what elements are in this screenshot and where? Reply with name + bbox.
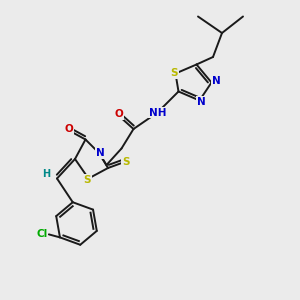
Text: NH: NH (149, 107, 166, 118)
Text: N: N (212, 76, 220, 86)
Text: N: N (96, 148, 105, 158)
Text: Cl: Cl (36, 230, 48, 239)
Text: S: S (122, 157, 130, 167)
Text: S: S (170, 68, 178, 79)
Text: N: N (196, 97, 206, 107)
Text: O: O (114, 109, 123, 119)
Text: O: O (64, 124, 74, 134)
Text: S: S (83, 175, 91, 185)
Text: H: H (42, 169, 51, 179)
